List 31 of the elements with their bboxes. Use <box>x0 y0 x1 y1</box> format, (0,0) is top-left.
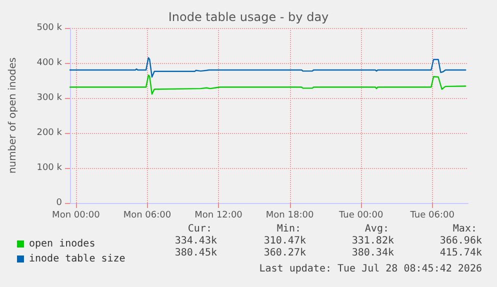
y-tick-label: 100 k <box>36 163 63 173</box>
x-tick-label: Mon 06:00 <box>123 210 172 220</box>
text: Cur: <box>188 224 212 234</box>
y-tick-label: 200 k <box>36 128 63 138</box>
text: 380.45k <box>174 248 217 258</box>
text: 415.74k <box>440 248 482 258</box>
text: 366.96k <box>440 236 482 246</box>
text: Avg: <box>364 224 389 234</box>
x-tick-label: Tue 00:00 <box>338 210 384 220</box>
line-series <box>69 57 466 78</box>
y-tick-label: 300 k <box>36 93 63 103</box>
text: 360.27k <box>264 248 306 258</box>
y-axis-title: number of open inodes <box>8 57 18 174</box>
y-tick-label: 0 <box>56 198 62 208</box>
text: 334.43k <box>174 236 217 246</box>
x-tick-label: Mon 00:00 <box>52 210 100 220</box>
x-tick-label: Mon 12:00 <box>194 210 243 220</box>
text: 310.47k <box>264 236 306 246</box>
text: Min: <box>276 224 301 234</box>
text: Last update: Tue Jul 28 08:45:42 2026 <box>259 264 482 274</box>
text: 331.82k <box>352 236 394 246</box>
text: Max: <box>452 224 477 234</box>
line-series <box>69 74 466 95</box>
x-tick-label: Mon 18:00 <box>266 210 314 220</box>
legend-label: open inodes <box>29 238 96 250</box>
legend-label: inode table size <box>29 254 126 264</box>
chart-title: Inode table usage - by day <box>168 10 329 24</box>
x-tick-label: Tue 06:00 <box>409 210 455 220</box>
y-tick-label: 400 k <box>36 58 63 68</box>
text: 380.34k <box>352 248 394 258</box>
y-tick-label: 500 k <box>36 23 63 33</box>
